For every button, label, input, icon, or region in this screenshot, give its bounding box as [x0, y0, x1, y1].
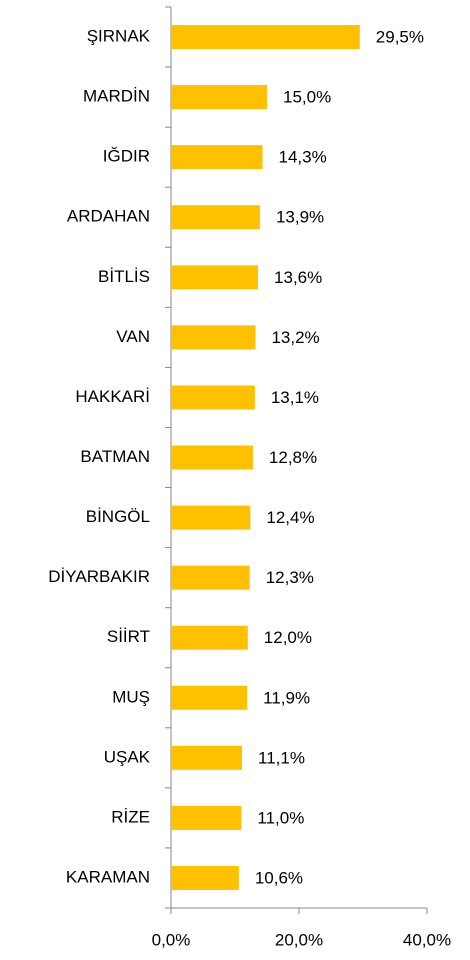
value-label: 12,8%: [269, 448, 317, 467]
category-label: RİZE: [111, 807, 150, 826]
bar: [171, 145, 263, 170]
category-label: SİİRT: [107, 627, 150, 646]
bar: [171, 805, 242, 830]
value-label: 13,6%: [274, 268, 322, 287]
category-label: MARDİN: [83, 87, 150, 106]
category-label: BATMAN: [80, 447, 150, 466]
bar: [171, 865, 239, 890]
x-tick-label: 0,0%: [152, 930, 191, 949]
bar: [171, 685, 248, 710]
value-label: 11,1%: [258, 748, 305, 767]
category-label: ARDAHAN: [67, 207, 150, 226]
value-label: 14,3%: [279, 148, 327, 167]
bar: [171, 205, 260, 230]
x-tick-label: 40,0%: [403, 930, 451, 949]
bar: [171, 565, 250, 590]
category-label: BİNGÖL: [86, 507, 150, 526]
category-label: IĞDIR: [103, 147, 150, 166]
value-label: 11,9%: [263, 688, 310, 707]
x-tick-label: 20,0%: [275, 930, 323, 949]
category-label: VAN: [116, 327, 150, 346]
value-label: 12,0%: [264, 628, 312, 647]
value-label: 12,3%: [266, 568, 314, 587]
bar: [171, 745, 243, 770]
value-label: 13,1%: [271, 388, 319, 407]
category-label: UŞAK: [104, 747, 151, 766]
bar: [171, 385, 255, 410]
bar: [171, 85, 267, 110]
category-label: HAKKARİ: [75, 387, 150, 406]
value-label: 13,9%: [276, 208, 324, 227]
value-label: 10,6%: [255, 868, 303, 887]
value-label: 13,2%: [271, 328, 319, 347]
category-label: KARAMAN: [66, 867, 150, 886]
category-label: DİYARBAKIR: [48, 567, 150, 586]
category-label: BİTLİS: [98, 267, 150, 286]
category-label: ŞIRNAK: [87, 27, 151, 46]
bar: [171, 625, 248, 650]
value-label: 15,0%: [283, 88, 331, 107]
bar: [171, 25, 360, 50]
bar: [171, 445, 253, 470]
value-label: 12,4%: [266, 508, 314, 527]
category-label: MUŞ: [112, 687, 150, 706]
bar: [171, 505, 251, 530]
value-label: 29,5%: [376, 28, 424, 47]
bar: [171, 265, 259, 290]
bar: [171, 325, 256, 350]
value-label: 11,0%: [257, 808, 304, 827]
